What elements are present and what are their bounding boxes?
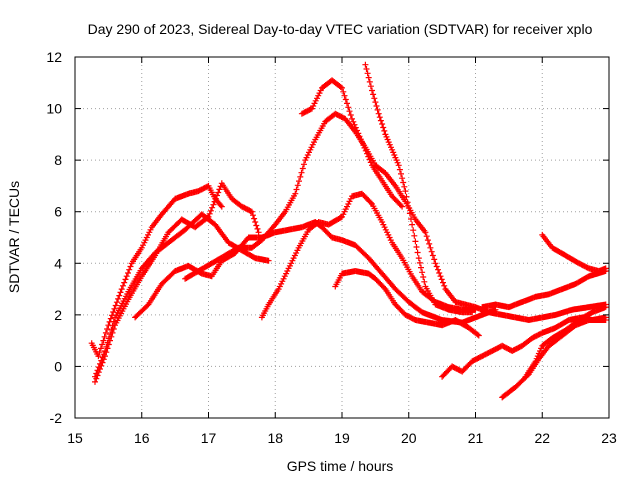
chart-title: Day 290 of 2023, Sidereal Day-to-day VTE… [88, 21, 593, 37]
x-tick-label: 22 [534, 430, 550, 446]
y-tick-label: 2 [54, 307, 62, 323]
x-tick-label: 21 [468, 430, 484, 446]
y-tick-label: 0 [54, 358, 62, 374]
plus-marker-trace [522, 304, 609, 380]
x-tick-label: 18 [267, 430, 283, 446]
plus-marker-trace [88, 182, 225, 360]
axis-ticks: 15 16 17 18 19 20 21 22 23 -2 0 2 4 6 8 10 12 [46, 49, 617, 446]
series-track-13 [539, 231, 609, 274]
series-track-8 [362, 61, 476, 316]
data-marks [88, 61, 609, 401]
x-tick-label: 23 [601, 430, 617, 446]
x-axis-title: GPS time / hours [287, 458, 394, 474]
x-tick-label: 20 [401, 430, 417, 446]
y-tick-label: -2 [50, 410, 63, 426]
series-track-12 [522, 304, 609, 380]
plus-marker-trace [332, 268, 482, 339]
plus-marker-trace [362, 61, 476, 316]
grid [75, 57, 609, 418]
y-tick-label: 4 [54, 255, 62, 271]
plus-marker-trace [298, 77, 406, 210]
plus-marker-trace [479, 268, 609, 311]
y-tick-label: 6 [54, 204, 62, 220]
x-tick-label: 19 [334, 430, 350, 446]
y-tick-label: 10 [46, 101, 62, 117]
plus-marker-trace [182, 110, 609, 323]
series-track-9 [332, 268, 482, 339]
series-track-3 [92, 211, 272, 380]
series-track-7 [298, 77, 406, 210]
series-track-14 [479, 268, 609, 311]
x-tick-label: 16 [134, 430, 150, 446]
series-track-2 [92, 180, 262, 385]
y-tick-label: 12 [46, 49, 62, 65]
x-tick-label: 15 [67, 430, 83, 446]
series-track-5 [182, 110, 609, 323]
plus-marker-trace [539, 231, 609, 274]
plus-marker-trace [92, 211, 272, 380]
y-tick-label: 8 [54, 152, 62, 168]
y-axis-title: SDTVAR / TECUs [6, 181, 22, 293]
x-tick-label: 17 [201, 430, 217, 446]
plus-marker-trace [92, 180, 262, 385]
series-track-1 [88, 182, 225, 360]
